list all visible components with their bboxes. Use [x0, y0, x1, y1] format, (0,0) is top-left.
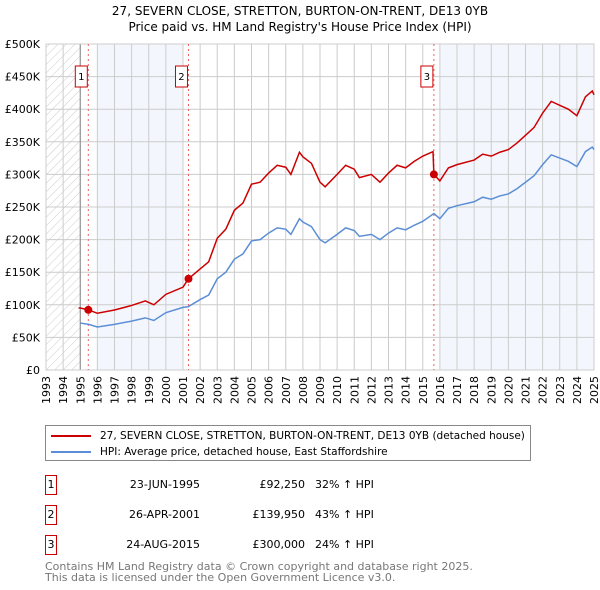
- sale-hpi-diff: 43% ↑ HPI: [315, 508, 374, 521]
- x-tick-label: 1995: [74, 376, 87, 404]
- x-tick-label: 2022: [537, 376, 550, 404]
- y-tick-label: £0: [26, 364, 40, 377]
- x-tick-label: 2010: [331, 376, 344, 404]
- x-tick-label: 2003: [211, 376, 224, 404]
- x-tick-label: 1996: [91, 376, 104, 404]
- sale-hpi-diff: 24% ↑ HPI: [315, 538, 374, 551]
- legend-swatch-blue: [51, 451, 91, 453]
- sale-price: £92,250: [259, 478, 306, 491]
- sale-row: 2 26-APR-2001 £139,950 43% ↑ HPI: [45, 505, 445, 525]
- x-tick-label: 1993: [40, 376, 53, 404]
- x-tick-label: 1998: [126, 376, 139, 404]
- sale-date: 24-AUG-2015: [126, 538, 200, 551]
- y-tick-label: £200K: [5, 234, 41, 247]
- footer-licence: This data is licensed under the Open Gov…: [45, 571, 396, 584]
- chart-title: 27, SEVERN CLOSE, STRETTON, BURTON-ON-TR…: [111, 4, 489, 18]
- x-tick-label: 2006: [263, 376, 276, 404]
- x-tick-label: 2021: [520, 376, 533, 404]
- legend-item-hpi: HPI: Average price, detached house, East…: [51, 446, 388, 458]
- hpi-line: [80, 145, 595, 328]
- price-chart: 1993 1994 1995 1996 1997 1998 1999 2000 2001 2002…: [5, 38, 600, 404]
- sale-hpi-diff: 32% ↑ HPI: [315, 478, 374, 491]
- x-tick-label: 2025: [588, 376, 600, 404]
- x-tick-label: 2014: [400, 376, 413, 404]
- x-tick-label: 2002: [194, 376, 207, 404]
- x-tick-label: 2001: [177, 376, 190, 404]
- sale-label-box: [420, 65, 434, 88]
- x-tick-label: 2008: [297, 376, 310, 404]
- x-tick-label: 2000: [160, 376, 173, 404]
- sale-date: 26-APR-2001: [128, 508, 200, 521]
- y-tick-label: £450K: [5, 71, 41, 84]
- sale-label-text: 1: [78, 72, 84, 83]
- x-tick-label: 2023: [554, 376, 567, 404]
- sale-label-box: [174, 65, 188, 88]
- x-tick-label: 2004: [228, 376, 241, 404]
- sale-row: 3 24-AUG-2015 £300,000 24% ↑ HPI: [45, 535, 445, 555]
- sale-marker-badge: 3: [45, 535, 57, 555]
- x-tick-label: 2016: [434, 376, 447, 404]
- x-tick-label: 2015: [417, 376, 430, 404]
- y-tick-label: £350K: [5, 136, 41, 149]
- sale-date: 23-JUN-1995: [129, 478, 200, 491]
- x-tick-label: 2020: [502, 376, 515, 404]
- legend-swatch-red: [51, 435, 91, 437]
- x-tick-label: 2007: [280, 376, 293, 404]
- sale-label-box: [74, 65, 88, 88]
- x-tick-label: 2024: [571, 376, 584, 404]
- x-tick-label: 2019: [485, 376, 498, 404]
- sale-price: £139,950: [252, 508, 306, 521]
- sale-label-text: 3: [424, 72, 430, 83]
- sale-row: 1 23-JUN-1995 £92,250 32% ↑ HPI: [45, 475, 445, 495]
- legend-item-property: 27, SEVERN CLOSE, STRETTON, BURTON-ON-TR…: [51, 430, 525, 442]
- x-tick-label: 2011: [348, 376, 361, 404]
- legend-label: HPI: Average price, detached house, East…: [100, 446, 388, 458]
- x-tick-label: 1994: [57, 376, 70, 404]
- y-tick-label: £100K: [5, 299, 41, 312]
- sale-marker-badge: 1: [45, 475, 57, 495]
- x-tick-label: 2005: [246, 376, 259, 404]
- sale-point: [184, 274, 193, 283]
- sale-point: [84, 305, 93, 314]
- x-tick-label: 2012: [365, 376, 378, 404]
- y-tick-label: £250K: [5, 201, 41, 214]
- y-tick-label: £400K: [5, 103, 41, 116]
- y-tick-label: £50K: [12, 331, 41, 344]
- x-tick-label: 2009: [314, 376, 327, 404]
- sale-label-text: 2: [178, 72, 184, 83]
- x-tick-label: 2013: [383, 376, 396, 404]
- plot-border: [45, 43, 595, 371]
- footer-copyright: Contains HM Land Registry data © Crown c…: [45, 560, 473, 573]
- y-tick-label: £150K: [5, 266, 41, 279]
- x-tick-label: 1997: [109, 376, 122, 404]
- y-tick-label: £300K: [5, 168, 41, 181]
- sale-point: [429, 170, 438, 179]
- chart-subtitle: Price paid vs. HM Land Registry's House …: [128, 20, 472, 34]
- sale-price: £300,000: [252, 538, 306, 551]
- legend-label: 27, SEVERN CLOSE, STRETTON, BURTON-ON-TR…: [100, 430, 525, 442]
- y-tick-label: £500K: [5, 38, 41, 51]
- sale-marker-badge: 2: [45, 505, 57, 525]
- x-tick-label: 2018: [468, 376, 481, 404]
- chart-legend: 27, SEVERN CLOSE, STRETTON, BURTON-ON-TR…: [45, 425, 531, 461]
- x-tick-label: 1999: [143, 376, 156, 404]
- x-tick-label: 2017: [451, 376, 464, 404]
